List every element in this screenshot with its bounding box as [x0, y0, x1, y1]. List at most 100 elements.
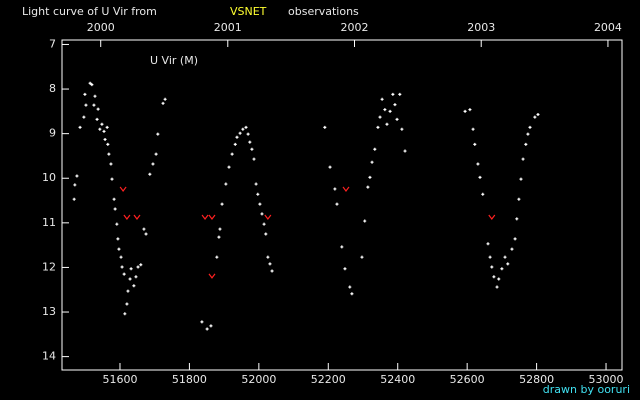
data-point	[515, 217, 519, 221]
x2-tick-label: 2003	[467, 21, 495, 34]
data-point	[109, 162, 113, 166]
x-tick-label: 52200	[311, 373, 346, 386]
y-tick-label: 8	[49, 82, 56, 95]
data-point	[393, 103, 397, 107]
credit: drawn by ooruri	[543, 383, 630, 396]
data-point	[254, 182, 258, 186]
y-tick-label: 10	[42, 171, 56, 184]
data-point	[497, 277, 501, 281]
chart-source: VSNET	[230, 5, 267, 18]
data-point	[122, 272, 126, 276]
x2-tick-label: 2000	[87, 21, 115, 34]
data-point	[323, 125, 327, 129]
data-point	[129, 267, 133, 271]
upper-limit	[201, 214, 209, 221]
data-point	[510, 247, 514, 251]
data-point	[328, 165, 332, 169]
data-point	[156, 132, 160, 136]
data-point	[383, 108, 387, 112]
data-point	[128, 277, 132, 281]
data-point	[227, 165, 231, 169]
data-point	[473, 142, 477, 146]
data-point	[151, 162, 155, 166]
data-point	[82, 115, 86, 119]
data-point	[200, 320, 204, 324]
data-point	[100, 122, 104, 126]
data-point	[378, 115, 382, 119]
data-point	[333, 187, 337, 191]
chart-title-end: observations	[288, 5, 359, 18]
upper-limit	[208, 273, 216, 279]
data-point	[241, 127, 245, 131]
data-point	[139, 263, 143, 267]
data-point	[348, 285, 352, 289]
data-point	[148, 172, 152, 176]
data-point	[506, 262, 510, 266]
x2-tick-label: 2004	[594, 21, 622, 34]
upper-limit	[208, 214, 216, 221]
x2-tick-label: 2001	[214, 21, 242, 34]
data-point	[144, 232, 148, 236]
data-point	[136, 265, 140, 269]
data-point	[248, 140, 252, 144]
data-point	[125, 302, 129, 306]
x2-tick-label: 2002	[340, 21, 368, 34]
data-point	[521, 157, 525, 161]
x-tick-label: 53000	[589, 373, 624, 386]
data-point	[209, 324, 213, 328]
upper-limit	[342, 186, 350, 192]
data-point	[488, 255, 492, 259]
upper-limit	[123, 214, 131, 221]
data-point	[481, 192, 485, 196]
data-point	[116, 237, 120, 241]
data-point	[98, 127, 102, 131]
data-point	[256, 192, 260, 196]
data-point	[363, 219, 367, 223]
data-point	[252, 157, 256, 161]
y-tick-label: 11	[42, 216, 56, 229]
data-point	[215, 255, 219, 259]
data-point	[93, 94, 97, 98]
data-point	[92, 103, 96, 107]
data-point	[115, 222, 119, 226]
data-point	[220, 202, 224, 206]
data-point	[142, 227, 146, 231]
data-point	[73, 183, 77, 187]
data-point	[123, 312, 127, 316]
upper-limit	[488, 214, 496, 221]
data-point	[503, 255, 507, 259]
data-point	[385, 122, 389, 126]
data-point	[205, 327, 209, 331]
data-point	[84, 103, 88, 107]
data-point	[270, 269, 274, 273]
data-point	[154, 152, 158, 156]
data-point	[246, 132, 250, 136]
data-point	[486, 242, 490, 246]
data-point	[264, 232, 268, 236]
data-point	[103, 137, 107, 141]
x-tick-label: 52400	[380, 373, 415, 386]
data-point	[400, 127, 404, 131]
data-point	[335, 202, 339, 206]
data-point	[490, 265, 494, 269]
data-point	[113, 207, 117, 211]
x-tick-label: 52600	[450, 373, 485, 386]
data-point	[266, 255, 270, 259]
y-tick-label: 7	[49, 37, 56, 50]
data-point	[513, 237, 517, 241]
data-point	[96, 107, 100, 111]
data-point	[478, 175, 482, 179]
data-point	[218, 227, 222, 231]
data-point	[95, 117, 99, 121]
data-point	[403, 149, 407, 153]
x-tick-label: 51600	[102, 373, 137, 386]
y-tick-label: 14	[42, 350, 56, 363]
data-point	[395, 117, 399, 121]
object-label: U Vir (M)	[150, 54, 198, 67]
x-tick-label: 51800	[172, 373, 207, 386]
data-point	[244, 125, 248, 129]
data-point	[75, 174, 79, 178]
